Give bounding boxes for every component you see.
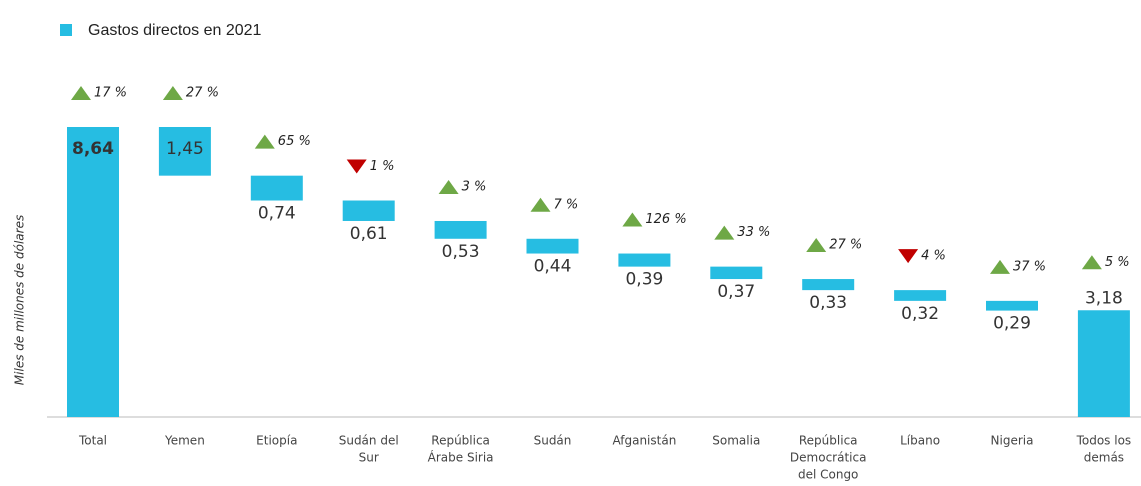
- change-label: 17 %: [94, 86, 127, 101]
- value-label: 1,45: [166, 139, 204, 159]
- x-tick-label: Nigeria: [991, 434, 1034, 448]
- change-indicator: [1081, 255, 1102, 270]
- change-indicator: [530, 197, 551, 212]
- value-label: 0,33: [809, 293, 847, 313]
- x-tick-label: Líbano: [900, 434, 940, 448]
- x-tick-label: Sudán: [534, 434, 572, 448]
- change-indicator: [898, 249, 919, 264]
- x-tick-label: Afganistán: [612, 434, 676, 448]
- bar: [986, 300, 1038, 311]
- value-label: 0,29: [993, 314, 1031, 334]
- change-indicator: [346, 159, 367, 174]
- bar: [67, 127, 119, 417]
- x-tick-label: República: [431, 434, 490, 448]
- bar: [894, 290, 947, 301]
- x-tick-label: Yemen: [164, 434, 205, 448]
- bar: [618, 253, 671, 267]
- bar: [342, 200, 395, 221]
- change-label: 5 %: [1105, 255, 1130, 270]
- bar: [802, 279, 855, 291]
- change-label: 1 %: [370, 159, 395, 174]
- change-indicator: [990, 259, 1010, 274]
- change-label: 3 %: [462, 179, 487, 194]
- bar: [710, 266, 763, 280]
- change-label: 4 %: [921, 249, 946, 264]
- value-label: 0,39: [625, 270, 663, 290]
- value-label: 8,64: [72, 139, 114, 159]
- bar: [250, 175, 303, 201]
- change-label: 37 %: [1013, 259, 1046, 274]
- x-tick-label: Todos los: [1076, 434, 1132, 448]
- change-indicator: [714, 225, 735, 240]
- change-indicator: [622, 212, 643, 227]
- x-tick-label: Sur: [359, 451, 379, 465]
- value-label: 0,53: [442, 242, 480, 262]
- change-label: 27 %: [186, 86, 219, 101]
- change-indicator: [254, 134, 275, 149]
- bar: [158, 127, 211, 176]
- x-tick-label: del Congo: [798, 468, 858, 482]
- change-label: 126 %: [645, 212, 686, 227]
- change-label: 65 %: [278, 134, 311, 149]
- bar: [526, 238, 579, 254]
- change-label: 33 %: [737, 225, 770, 240]
- x-tick-label: Somalia: [712, 434, 760, 448]
- change-indicator: [71, 86, 91, 100]
- legend-label: Gastos directos en 2021: [88, 22, 262, 39]
- change-label: 27 %: [829, 238, 862, 253]
- bar: [1077, 310, 1130, 417]
- value-label: 0,74: [258, 204, 296, 224]
- x-tick-label: Sudán del: [339, 434, 399, 448]
- x-tick-label: República: [799, 434, 858, 448]
- value-label: 0,44: [534, 257, 572, 277]
- value-label: 0,32: [901, 304, 939, 324]
- bar: [434, 220, 487, 239]
- x-tick-label: Total: [78, 434, 107, 448]
- change-indicator: [438, 179, 459, 194]
- x-tick-label: Etiopía: [256, 434, 297, 448]
- value-label: 0,37: [717, 282, 755, 302]
- y-axis-label: Miles de millones de dólares: [13, 215, 27, 385]
- value-label: 0,61: [350, 224, 388, 244]
- x-tick-label: demás: [1084, 451, 1124, 465]
- x-tick-label: Democrática: [790, 451, 867, 465]
- x-tick-label: Árabe Siria: [428, 450, 494, 465]
- change-indicator: [806, 238, 827, 253]
- value-label: 3,18: [1085, 288, 1123, 308]
- legend-swatch: [60, 24, 72, 36]
- change-indicator: [162, 86, 183, 100]
- change-label: 7 %: [554, 197, 579, 212]
